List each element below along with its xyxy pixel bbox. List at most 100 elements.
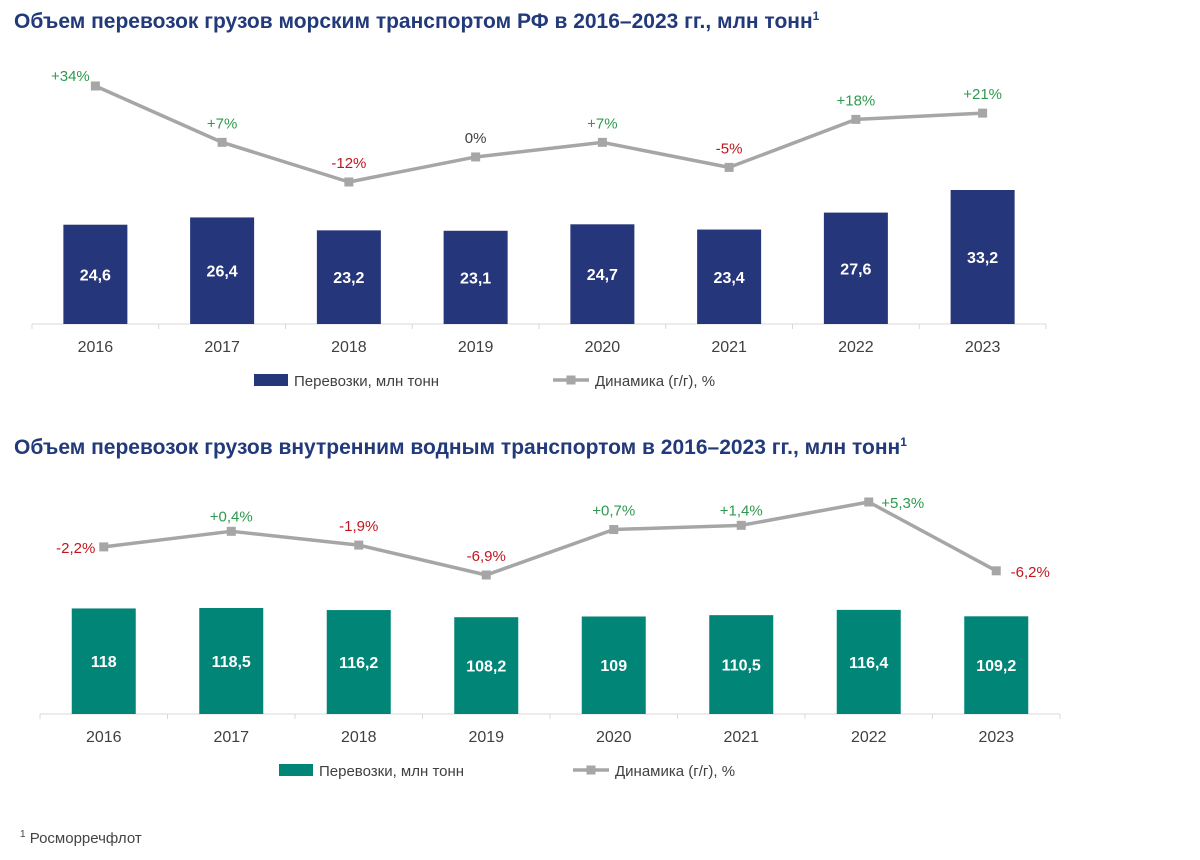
dynamics-label: +5,3% xyxy=(881,495,924,512)
legend-bar-swatch xyxy=(254,374,288,386)
dynamics-line xyxy=(94,84,983,184)
bar-value-label: 116,4 xyxy=(849,655,888,672)
x-tick-label: 2018 xyxy=(341,729,377,746)
dynamics-marker xyxy=(609,525,619,535)
dynamics-marker xyxy=(354,540,364,550)
bar-value-label: 24,6 xyxy=(80,267,111,284)
legend-bar-label: Перевозки, млн тонн xyxy=(319,763,464,780)
chart-title-inland-text: Объем перевозок грузов внутренним водным… xyxy=(14,436,901,459)
x-tick-label: 2018 xyxy=(331,339,367,356)
footnote-reference: 1 xyxy=(812,9,820,23)
bar-value-label: 110,5 xyxy=(722,658,761,675)
bar xyxy=(63,224,128,324)
bar-value-label: 27,6 xyxy=(840,261,871,278)
dynamics-marker xyxy=(217,137,227,147)
legend-bar-label: Перевозки, млн тонн xyxy=(294,373,439,390)
bar-value-label: 108,2 xyxy=(466,659,506,676)
x-tick-label: 2020 xyxy=(585,339,621,356)
dynamics-marker xyxy=(471,152,481,162)
x-tick-label: 2019 xyxy=(468,729,504,746)
x-tick-label: 2017 xyxy=(204,339,240,356)
dynamics-marker xyxy=(344,177,354,187)
sea-transport-chart: 24,6 2016 26,4 2017 23,2 2018 23,1 2019 24,7 2020… xyxy=(31,68,1047,390)
dynamics-label: +21% xyxy=(963,86,1002,103)
dynamics-label: +0,7% xyxy=(592,503,635,520)
dynamics-label: +0,4% xyxy=(210,508,253,525)
dynamics-label: +7% xyxy=(587,115,617,132)
bar xyxy=(190,217,255,324)
bar xyxy=(581,616,646,714)
x-tick-label: 2022 xyxy=(851,729,887,746)
footnote-reference: 1 xyxy=(900,435,907,449)
x-tick-label: 2021 xyxy=(711,339,747,356)
dynamics-marker xyxy=(851,114,861,124)
bar-value-label: 118,5 xyxy=(212,654,251,671)
x-tick-label: 2022 xyxy=(838,339,874,356)
dynamics-label: -2,2% xyxy=(56,540,95,557)
dynamics-marker xyxy=(991,566,1001,576)
dynamics-label: +1,4% xyxy=(720,502,763,519)
bar xyxy=(697,229,762,324)
bar-value-label: 24,7 xyxy=(587,267,618,284)
chart-title-inland: Объем перевозок грузов внутренним водным… xyxy=(14,436,907,460)
dynamics-marker xyxy=(978,108,988,118)
inland-transport-chart: 118 2016 118,5 2017 116,2 2018 108,2 2019 109 202… xyxy=(39,495,1061,780)
bar xyxy=(836,609,901,714)
footnote-text: Росморречфлот xyxy=(29,830,142,847)
bar xyxy=(454,617,519,714)
x-tick-label: 2017 xyxy=(213,729,249,746)
dynamics-line xyxy=(103,500,998,577)
x-tick-label: 2016 xyxy=(86,729,122,746)
legend-line-label: Динамика (г/г), % xyxy=(595,373,715,390)
x-tick-label: 2016 xyxy=(78,339,114,356)
dynamics-label: +7% xyxy=(207,115,237,132)
footnote-mark: 1 xyxy=(20,829,26,840)
chart-title-sea: Объем перевозок грузов морским транспорт… xyxy=(14,10,819,34)
x-tick-label: 2019 xyxy=(458,339,494,356)
bar-value-label: 26,4 xyxy=(207,264,238,281)
dynamics-marker xyxy=(481,570,491,580)
dynamics-marker xyxy=(90,81,100,91)
bar xyxy=(199,608,264,714)
bar-value-label: 33,2 xyxy=(967,250,998,267)
dynamics-marker xyxy=(736,520,746,530)
bar-value-label: 109 xyxy=(600,658,627,675)
x-tick-label: 2023 xyxy=(965,339,1001,356)
dynamics-marker xyxy=(724,162,734,172)
dynamics-marker xyxy=(99,542,109,552)
bar-value-label: 23,2 xyxy=(333,270,364,287)
legend-line-marker xyxy=(586,765,596,775)
bar xyxy=(823,212,888,324)
legend-line-label: Динамика (г/г), % xyxy=(615,763,735,780)
dynamics-marker xyxy=(226,526,236,536)
bar-value-label: 118 xyxy=(91,654,117,671)
dynamics-label: -6,2% xyxy=(1011,564,1050,581)
bar-value-label: 23,1 xyxy=(460,270,491,287)
dynamics-label: +18% xyxy=(836,92,875,109)
bar xyxy=(950,190,1015,324)
dynamics-label: 0% xyxy=(465,130,487,147)
dynamics-marker xyxy=(864,497,874,507)
dynamics-label: -5% xyxy=(716,140,743,157)
bar xyxy=(709,615,774,714)
bar xyxy=(570,224,635,324)
dynamics-label: -1,9% xyxy=(339,518,378,535)
bar-value-label: 116,2 xyxy=(339,655,378,672)
bar xyxy=(964,616,1029,714)
bar xyxy=(316,230,381,324)
footnote: 1 Росморречфлот xyxy=(20,829,142,847)
x-tick-label: 2020 xyxy=(596,729,632,746)
bar xyxy=(71,608,136,714)
dynamics-label: -12% xyxy=(331,155,366,172)
legend-line-marker xyxy=(566,375,576,385)
legend-bar-swatch xyxy=(279,764,313,776)
dynamics-label: -6,9% xyxy=(467,548,506,565)
dynamics-label: +34% xyxy=(51,68,90,85)
bar xyxy=(443,230,508,324)
chart-title-sea-text: Объем перевозок грузов морским транспорт… xyxy=(14,10,813,33)
dynamics-marker xyxy=(597,137,607,147)
x-tick-label: 2021 xyxy=(723,729,759,746)
bar-value-label: 109,2 xyxy=(976,658,1016,675)
x-tick-label: 2023 xyxy=(978,729,1014,746)
bar xyxy=(326,610,391,714)
